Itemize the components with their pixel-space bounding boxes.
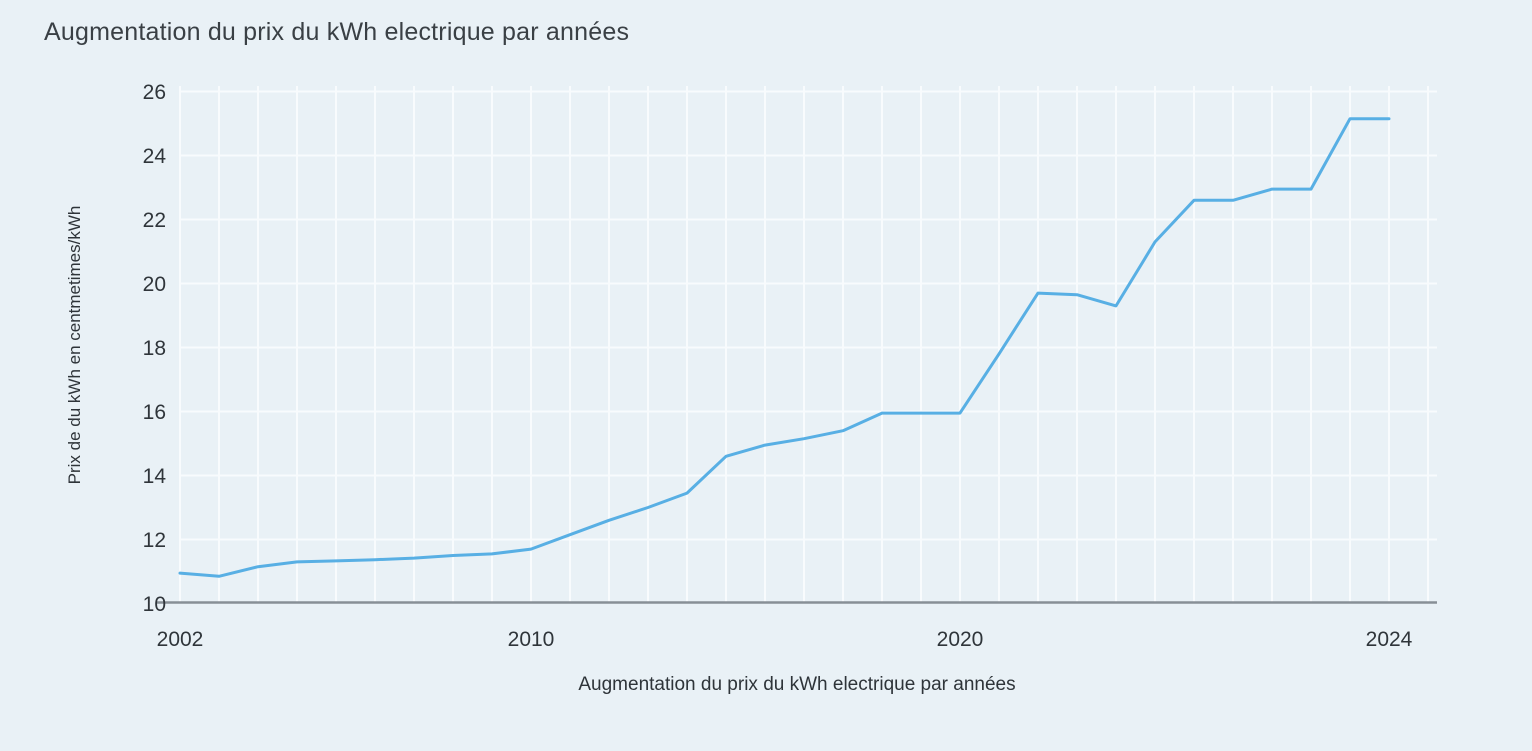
x-tick-label: 2024 <box>1366 628 1413 651</box>
y-tick-label: 22 <box>143 209 166 232</box>
y-tick-label: 12 <box>143 529 166 552</box>
x-tick-label: 2002 <box>157 628 204 651</box>
x-tick-label: 2010 <box>508 628 555 651</box>
y-tick-label: 14 <box>143 465 167 488</box>
x-tick-label: 2020 <box>937 628 984 651</box>
y-tick-label: 20 <box>143 273 166 296</box>
y-tick-label: 10 <box>143 593 166 616</box>
y-tick-label: 16 <box>143 401 166 424</box>
price-line <box>178 117 1391 578</box>
chart-title: Augmentation du prix du kWh electrique p… <box>44 18 630 46</box>
y-tick-label: 18 <box>143 337 166 360</box>
y-tick-label: 24 <box>143 145 167 168</box>
x-axis-title: Augmentation du prix du kWh electrique p… <box>578 674 1016 695</box>
y-tick-label: 26 <box>143 81 166 104</box>
